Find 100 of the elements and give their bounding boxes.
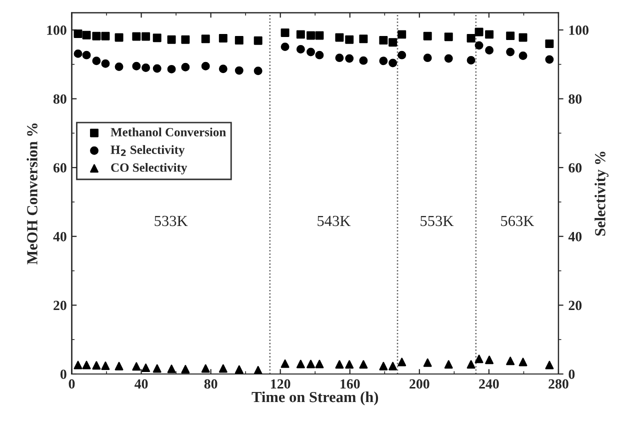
point [388, 38, 398, 47]
point [74, 360, 82, 370]
point [518, 358, 528, 366]
point [306, 31, 316, 40]
point [167, 64, 176, 74]
x-tick-label: 120 [271, 379, 290, 389]
point [114, 33, 124, 42]
point [296, 44, 305, 54]
point [335, 360, 344, 369]
point [423, 358, 432, 367]
y2-tick-label: 80 [568, 94, 582, 104]
point [379, 56, 388, 66]
point [296, 360, 305, 368]
point [114, 62, 124, 71]
point [132, 32, 141, 41]
point [142, 32, 150, 41]
point [181, 62, 190, 72]
point [280, 42, 290, 52]
point [379, 36, 388, 45]
point [234, 66, 244, 75]
x-tick-label: 80 [204, 379, 218, 389]
point [359, 34, 368, 44]
point [485, 356, 494, 364]
point [152, 64, 162, 73]
point [132, 62, 141, 70]
legend-label: Methanol Conversion [110, 128, 226, 136]
y-tick-label: 80 [53, 94, 66, 104]
point [254, 366, 262, 374]
point [280, 28, 290, 37]
point [474, 354, 484, 364]
point [132, 362, 141, 371]
annotation: 563K [501, 216, 534, 226]
point [315, 31, 324, 40]
x-axis-title: Time on Stream (h) [252, 391, 378, 406]
point [218, 364, 228, 373]
point [218, 34, 228, 42]
point [423, 54, 432, 62]
point [218, 64, 228, 74]
x-tick-label: 160 [340, 379, 360, 389]
point [506, 32, 515, 40]
point [101, 32, 110, 40]
point [485, 46, 494, 54]
point [142, 364, 150, 372]
point [466, 56, 476, 64]
point [82, 30, 91, 40]
point [234, 365, 244, 374]
y2-tick-label: 100 [569, 26, 589, 35]
point [359, 56, 368, 65]
y-tick-label: 20 [54, 300, 66, 310]
point [254, 66, 262, 76]
point [181, 35, 190, 44]
y-tick-label: 0 [60, 370, 66, 379]
point [506, 48, 515, 56]
y2-tick-label: 60 [568, 163, 582, 173]
point [444, 54, 453, 63]
point [74, 30, 82, 38]
y-tick-label: 60 [53, 163, 66, 173]
point [359, 360, 368, 369]
point [345, 54, 354, 63]
point [398, 358, 406, 366]
point [545, 39, 554, 48]
point [306, 48, 316, 56]
point [142, 64, 150, 72]
point [201, 62, 210, 70]
point [74, 49, 82, 58]
annotation: 543K [318, 216, 351, 226]
y2-tick-label: 0 [568, 370, 575, 379]
x-tick-label: 240 [479, 379, 499, 389]
point [306, 360, 316, 368]
x-tick-label: 200 [410, 379, 430, 389]
point [398, 50, 406, 60]
point [444, 360, 453, 369]
point [254, 36, 262, 45]
point [466, 34, 476, 42]
x-tick-label: 40 [134, 379, 148, 389]
point [201, 364, 210, 373]
point [379, 362, 388, 370]
point [101, 59, 110, 68]
point [92, 56, 101, 66]
point [82, 360, 91, 370]
legend-label: CO Selectivity [111, 163, 188, 174]
legend-label: H$_{2}$ Selectivity [110, 145, 185, 157]
point [92, 32, 101, 40]
point [388, 58, 398, 68]
point [506, 356, 515, 366]
point [545, 360, 554, 370]
point [474, 41, 484, 50]
point [444, 32, 453, 42]
point [152, 364, 162, 373]
point [167, 364, 176, 374]
point [152, 34, 162, 42]
x-tick-label: 0 [68, 379, 75, 389]
point [474, 28, 484, 36]
annotation: 553K [420, 216, 454, 226]
point [466, 360, 476, 369]
point [92, 361, 101, 370]
point [335, 33, 344, 42]
point [315, 360, 324, 368]
point [167, 35, 176, 44]
x-tick-label: 280 [548, 379, 568, 389]
